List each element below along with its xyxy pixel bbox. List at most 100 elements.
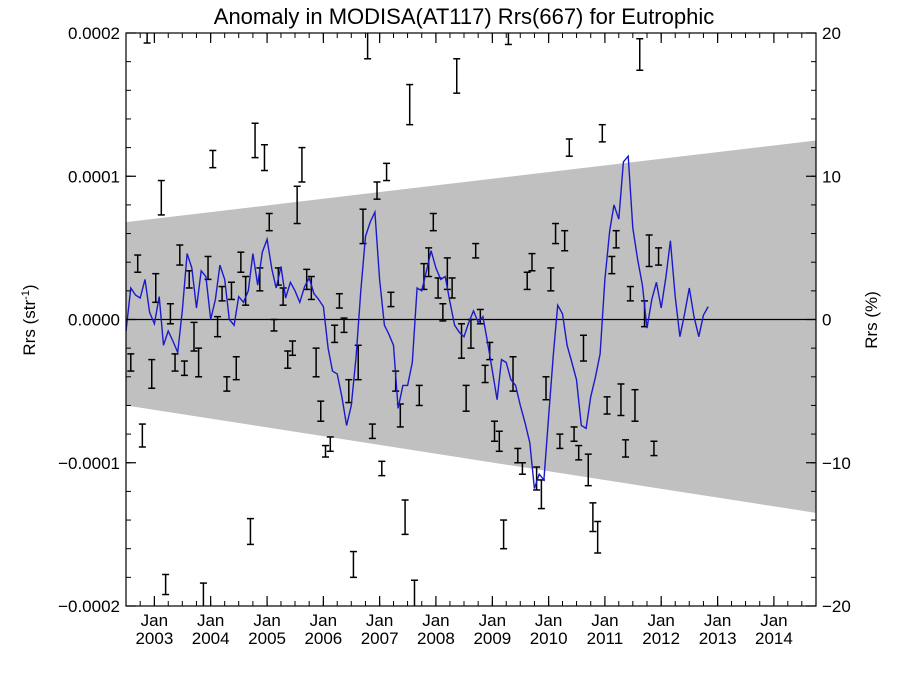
y-tick-label: 0.0002 [68, 24, 120, 43]
anomaly-line [125, 154, 709, 489]
error-bar [349, 550, 357, 579]
error-bar [636, 37, 644, 71]
error-bar [594, 520, 602, 554]
error-bar [260, 143, 268, 172]
error-bar [537, 479, 545, 510]
x-tick-month: Jan [422, 611, 449, 630]
error-bar [289, 340, 297, 357]
x-tick-year: 2007 [361, 629, 399, 648]
error-bar [265, 212, 273, 232]
error-bar [157, 179, 165, 216]
error-bar [138, 423, 146, 448]
x-tick-year: 2011 [587, 629, 624, 648]
y-tick-label: 0.0001 [68, 167, 120, 186]
error-bar [251, 122, 259, 159]
error-bar [626, 285, 634, 302]
error-bar [617, 383, 625, 417]
error-bar [406, 83, 414, 126]
error-bar [612, 229, 620, 249]
error-bar [462, 384, 470, 412]
x-tick-month: Jan [704, 611, 731, 630]
error-bar [134, 254, 142, 273]
x-tick-month: Jan [366, 611, 393, 630]
error-bar [552, 222, 560, 245]
chart-title: Anomaly in MODISA(AT117) Rrs(667) for Eu… [214, 4, 714, 29]
x-tick-year: 2012 [642, 629, 680, 648]
x-tick-month: Jan [760, 611, 787, 630]
error-bar [227, 281, 235, 301]
error-bar [373, 181, 381, 200]
error-bar [655, 247, 663, 266]
y2-tick-label: 20 [822, 24, 841, 43]
error-bar [410, 579, 418, 606]
error-bar [495, 430, 503, 453]
x-tick-year: 2003 [135, 629, 173, 648]
x-tick-month: Jan [253, 611, 280, 630]
error-bar [556, 433, 564, 450]
x-tick-year: 2005 [248, 629, 286, 648]
error-bar [650, 440, 658, 457]
y2-tick-label: 10 [822, 167, 841, 186]
error-bar [335, 292, 343, 309]
y-tick-label: 0.0000 [68, 311, 120, 330]
error-bar [223, 376, 231, 392]
x-tick-month: Jan [197, 611, 224, 630]
x-tick-year: 2004 [192, 629, 230, 648]
error-bar [354, 344, 362, 381]
error-bar [476, 308, 484, 325]
error-bar [298, 146, 306, 183]
x-tick-year: 2009 [473, 629, 511, 648]
error-bar [565, 138, 573, 157]
x-tick-month: Jan [310, 611, 337, 630]
error-bar [364, 33, 372, 60]
error-bar [307, 275, 315, 301]
error-bar [237, 251, 245, 273]
error-bar [439, 302, 447, 322]
error-bar [368, 423, 376, 440]
error-bar [127, 353, 135, 372]
x-tick-year: 2014 [755, 629, 793, 648]
errorbar-series [127, 33, 663, 606]
x-tick-month: Jan [535, 611, 562, 630]
error-bar [340, 317, 348, 334]
y-tick-label: −0.0002 [58, 597, 120, 616]
error-bar [166, 302, 174, 325]
error-bar [570, 426, 578, 443]
error-bar [575, 444, 583, 461]
x-tick-year: 2006 [304, 629, 342, 648]
plot-area [125, 32, 817, 607]
x-tick-month: Jan [647, 611, 674, 630]
error-bar [214, 315, 222, 338]
y2-tick-label: 0 [822, 311, 831, 330]
error-bar [579, 334, 587, 362]
error-bar [631, 388, 639, 422]
error-bar [279, 287, 287, 306]
x-tick-month: Jan [141, 611, 168, 630]
x-axis: Jan2003Jan2004Jan2005Jan2006Jan2007Jan20… [125, 33, 817, 648]
error-bar [542, 376, 550, 401]
error-bar [608, 255, 616, 275]
x-tick-year: 2010 [530, 629, 568, 648]
y-tick-label: −0.0001 [58, 454, 120, 473]
error-bar [429, 212, 437, 232]
error-bar [195, 347, 203, 378]
error-bar [598, 123, 606, 143]
error-bar [209, 149, 217, 169]
error-bar [148, 358, 156, 390]
error-bar [180, 360, 188, 377]
y2-tick-label: −20 [822, 597, 851, 616]
error-bar [242, 275, 250, 306]
x-tick-year: 2013 [699, 629, 737, 648]
error-bar [326, 436, 334, 453]
error-bar [387, 291, 395, 308]
error-bar [453, 58, 461, 94]
error-bar [246, 517, 254, 546]
y-axis-label: Rrs (str-1) [20, 284, 39, 355]
error-bar [331, 324, 339, 344]
error-bar [481, 364, 489, 384]
x-tick-month: Jan [479, 611, 506, 630]
error-bar [162, 573, 170, 596]
error-bar [317, 400, 325, 422]
error-bar [509, 355, 517, 392]
